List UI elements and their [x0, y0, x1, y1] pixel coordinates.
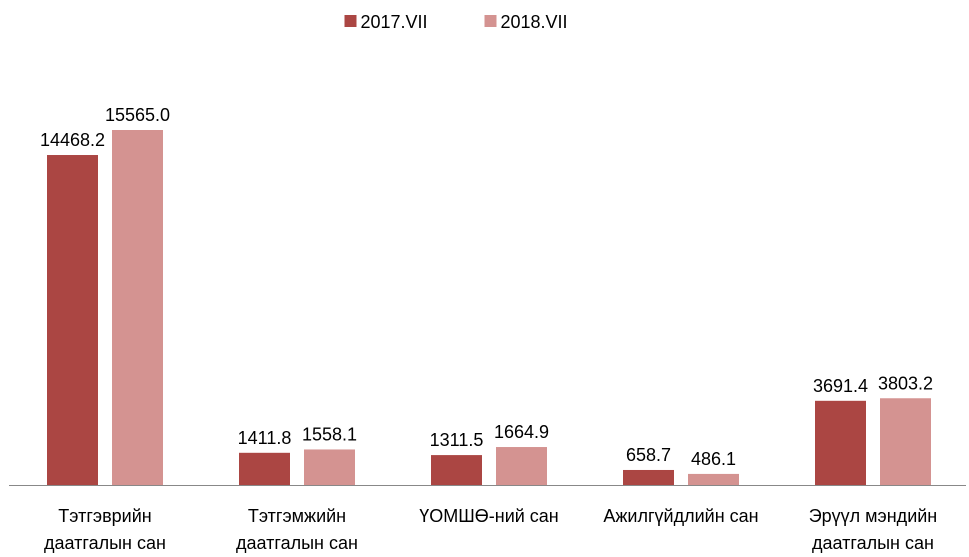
- data-label: 1311.5: [430, 430, 484, 450]
- data-label: 486.1: [691, 449, 736, 469]
- bar: [304, 449, 355, 485]
- data-label: 15565.0: [105, 105, 170, 125]
- data-label: 3803.2: [878, 373, 933, 393]
- data-label: 658.7: [626, 445, 671, 465]
- x-tick-label: Тэтгэмжийн даатгалын сан: [236, 506, 358, 553]
- data-label: 14468.2: [40, 130, 105, 150]
- bar: [815, 400, 866, 485]
- data-label: 1411.8: [238, 428, 292, 448]
- bar: [431, 455, 482, 485]
- bar: [496, 447, 547, 485]
- legend-swatch: [344, 15, 357, 27]
- x-tick-label: ҮОМШӨ-ний сан: [419, 506, 559, 526]
- x-tick-label: Тэтгэврийн даатгалын сан: [44, 506, 166, 553]
- x-tick-label: Эрүүл мэндийн даатгалын сан: [808, 506, 938, 553]
- bar: [623, 469, 674, 485]
- legend-label: 2018.VII: [501, 12, 568, 32]
- data-label: 3691.4: [813, 376, 868, 396]
- bar: [880, 398, 931, 485]
- legend-label: 2017.VII: [361, 12, 428, 32]
- bar: [688, 473, 739, 485]
- x-tick-label: Ажилгүйдлийн сан: [603, 506, 759, 526]
- bar: [239, 452, 290, 485]
- bar: [47, 155, 98, 485]
- legend-swatch: [484, 15, 497, 27]
- data-label: 1664.9: [494, 422, 549, 442]
- bar: [112, 130, 163, 485]
- data-label: 1558.1: [302, 424, 357, 444]
